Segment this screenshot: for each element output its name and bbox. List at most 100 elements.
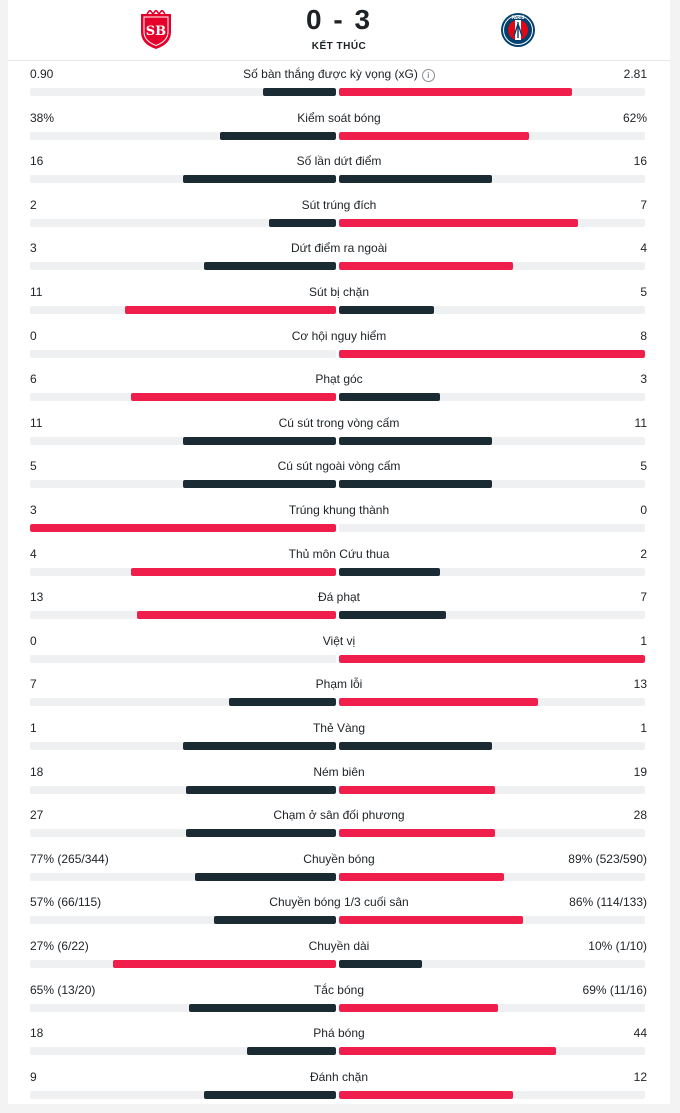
away-stat-bar bbox=[339, 742, 492, 750]
away-stat-value: 16 bbox=[633, 154, 647, 169]
stat-row: 0.90 Số bàn thắng được kỳ vọng (xG) i 2.81 bbox=[8, 66, 670, 110]
home-stat-track bbox=[30, 262, 336, 271]
stat-label-text: Ném biên bbox=[313, 764, 365, 779]
stat-label-text: Cú sút trong vòng cấm bbox=[278, 415, 400, 430]
away-stat-track bbox=[339, 654, 645, 663]
stat-label-text: Việt vị bbox=[322, 633, 356, 648]
away-stat-track bbox=[339, 393, 645, 402]
away-stat-value: 28 bbox=[633, 808, 647, 823]
home-stat-value: 0 bbox=[30, 328, 37, 343]
stat-row: 4 Thủ môn Cứu thua 2 bbox=[8, 546, 670, 590]
stat-label-text: Phá bóng bbox=[313, 1026, 365, 1041]
away-stat-value: 4 bbox=[640, 241, 647, 256]
stat-label-text: Sút trúng đích bbox=[301, 197, 377, 212]
away-stat-track bbox=[339, 131, 645, 140]
home-stat-track bbox=[30, 785, 336, 794]
away-stat-bar bbox=[339, 1047, 556, 1056]
away-stat-track bbox=[339, 1047, 645, 1056]
stat-label: Phá bóng bbox=[139, 1025, 539, 1041]
home-stat-value: 38% bbox=[30, 110, 55, 125]
stade-brestois-crest-icon[interactable]: SB bbox=[138, 10, 174, 50]
stat-label: Thủ môn Cứu thua bbox=[139, 546, 539, 562]
home-stat-track bbox=[30, 698, 336, 707]
home-stat-track bbox=[30, 1003, 336, 1012]
away-stat-track bbox=[339, 960, 645, 968]
home-stat-value: 65% (13/20) bbox=[30, 982, 96, 997]
home-stat-value: 77% (265/344) bbox=[30, 851, 109, 866]
stat-label: Cú sút ngoài vòng cấm bbox=[139, 458, 539, 474]
home-stat-bar bbox=[30, 524, 336, 532]
home-stat-track bbox=[30, 88, 336, 96]
away-stat-track bbox=[339, 349, 645, 358]
stat-label: Số bàn thắng được kỳ vọng (xG) i bbox=[139, 66, 539, 82]
away-stat-bar bbox=[339, 654, 645, 663]
home-stat-value: 9 bbox=[30, 1069, 37, 1084]
home-stat-value: 11 bbox=[30, 415, 43, 430]
away-stat-value: 3 bbox=[640, 372, 647, 387]
home-stat-value: 3 bbox=[30, 503, 37, 517]
away-stat-bar bbox=[339, 916, 523, 925]
stat-label-text: Chuyền bóng bbox=[303, 851, 375, 866]
home-stat-bar bbox=[204, 262, 336, 271]
away-stat-track bbox=[339, 916, 645, 925]
home-stat-track bbox=[30, 306, 336, 314]
home-stat-bar bbox=[186, 829, 336, 838]
stat-label: Đá phạt bbox=[139, 589, 539, 605]
home-stat-track bbox=[30, 436, 336, 445]
home-stat-bar bbox=[125, 306, 336, 314]
away-stat-track bbox=[339, 872, 645, 881]
svg-text:PARIS: PARIS bbox=[511, 15, 524, 20]
away-stat-track bbox=[339, 1003, 645, 1012]
stat-row: 11 Sút bị chặn 5 bbox=[8, 284, 670, 328]
home-stat-bar bbox=[186, 785, 336, 794]
away-stat-bar bbox=[339, 306, 434, 314]
away-stat-track bbox=[339, 698, 645, 707]
away-stat-value: 89% (523/590) bbox=[568, 851, 647, 866]
info-icon[interactable]: i bbox=[421, 69, 435, 82]
away-stat-bar bbox=[339, 262, 513, 271]
stat-row: 18 Ném biên 19 bbox=[8, 764, 670, 808]
stat-label-text: Số lần dứt điểm bbox=[296, 154, 382, 169]
stat-label: Dứt điểm ra ngoài bbox=[139, 240, 539, 256]
home-stat-track bbox=[30, 480, 336, 489]
psg-crest-icon[interactable]: PARIS bbox=[500, 10, 536, 50]
stat-label-text: Trúng khung thành bbox=[288, 503, 390, 517]
stat-label: Đánh chặn bbox=[139, 1069, 539, 1085]
stat-label-text: Chuyền dài bbox=[308, 939, 370, 953]
home-stat-value: 5 bbox=[30, 459, 37, 474]
stat-row: 65% (13/20) Tắc bóng 69% (11/16) bbox=[8, 982, 670, 1026]
stat-label: Việt vị bbox=[139, 633, 539, 649]
stat-label-text: Số bàn thắng được kỳ vọng (xG) bbox=[243, 67, 418, 81]
stat-label: Phạm lỗi bbox=[139, 676, 539, 692]
home-stat-bar bbox=[131, 567, 336, 576]
home-stat-value: 16 bbox=[30, 154, 44, 169]
away-stat-track bbox=[339, 436, 645, 445]
home-stat-value: 4 bbox=[30, 546, 37, 561]
stat-label-text: Đánh chặn bbox=[309, 1069, 369, 1084]
stat-row: 2 Sút trúng đích 7 bbox=[8, 197, 670, 241]
stat-label: Kiểm soát bóng bbox=[139, 110, 539, 126]
home-stat-bar bbox=[263, 88, 336, 96]
away-stat-bar bbox=[339, 393, 440, 402]
stat-row: 5 Cú sút ngoài vòng cấm 5 bbox=[8, 458, 670, 502]
stats-list: 0.90 Số bàn thắng được kỳ vọng (xG) i 2.81 3… bbox=[8, 0, 670, 1104]
away-stat-track bbox=[339, 524, 645, 532]
home-stat-bar bbox=[195, 872, 336, 881]
stat-label-text: Cơ hội nguy hiểm bbox=[291, 328, 387, 343]
home-stat-bar bbox=[220, 131, 336, 140]
match-stats-card: SB 0 - 3 KẾT THÚC PARIS 0.90 Số bàn thắng… bbox=[8, 0, 670, 1104]
away-stat-bar bbox=[339, 567, 440, 576]
away-stat-bar bbox=[339, 218, 578, 227]
home-stat-value: 27 bbox=[30, 808, 44, 823]
stat-label: Cơ hội nguy hiểm bbox=[139, 328, 539, 344]
home-stat-value: 18 bbox=[30, 764, 44, 779]
home-stat-bar bbox=[113, 960, 336, 968]
home-stat-bar bbox=[183, 175, 336, 184]
stat-label: Số lần dứt điểm bbox=[139, 153, 539, 169]
stat-label-text: Dứt điểm ra ngoài bbox=[290, 241, 388, 256]
match-score: 0 - 3 bbox=[305, 4, 373, 35]
away-stat-track bbox=[339, 829, 645, 838]
away-stat-value: 0 bbox=[640, 503, 647, 517]
home-stat-track bbox=[30, 611, 336, 620]
away-stat-value: 2.81 bbox=[623, 67, 647, 81]
